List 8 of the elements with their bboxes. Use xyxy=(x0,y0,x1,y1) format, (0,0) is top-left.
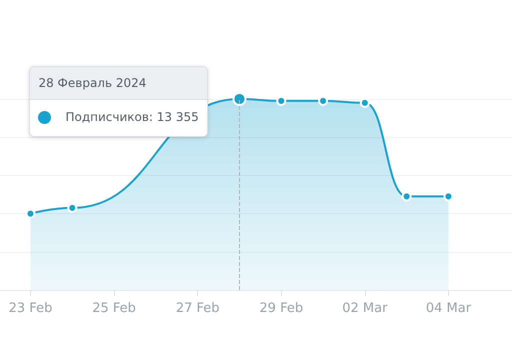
x-tick-label: 27 Feb xyxy=(176,301,220,316)
x-tick-label: 29 Feb xyxy=(259,301,304,316)
annotation: Подписчиков: 13 355 xyxy=(65,110,199,124)
x-tick-label: 25 Feb xyxy=(92,301,136,316)
x-tick-label: 04 Mar xyxy=(426,301,472,316)
tooltip-panel: 28 Февраль 2024 Подписчиков: 13 355 xyxy=(29,66,208,137)
x-tick-label: 23 Feb xyxy=(8,301,52,316)
x-tick-label: 02 Mar xyxy=(342,301,388,316)
